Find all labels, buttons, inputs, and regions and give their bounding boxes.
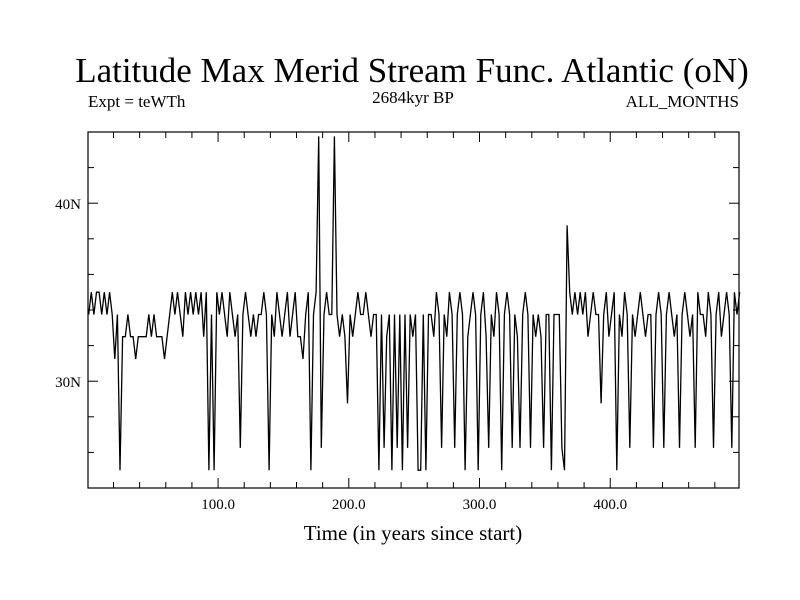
plot-frame <box>87 131 740 489</box>
subtitle-left: Expt = teWTh <box>88 92 186 111</box>
subtitle-center: 2684kyr BP <box>372 88 454 107</box>
axis-ticks <box>88 131 739 489</box>
series-line <box>88 136 741 471</box>
y-tick-label: 40N <box>55 197 81 213</box>
x-axis-label: Time (in years since start) <box>304 521 523 545</box>
x-tick-label: 100.0 <box>201 497 235 513</box>
x-tick-label: 200.0 <box>332 497 366 513</box>
tick-labels: 100.0 200.0 300.0 400.0 30N 40N <box>55 197 627 513</box>
x-tick-label: 400.0 <box>593 497 627 513</box>
chart-title: Latitude Max Merid Stream Func. Atlantic… <box>75 51 749 90</box>
y-tick-label: 30N <box>55 375 81 391</box>
x-tick-label: 300.0 <box>463 497 497 513</box>
subtitle-right: ALL_MONTHS <box>626 92 739 111</box>
